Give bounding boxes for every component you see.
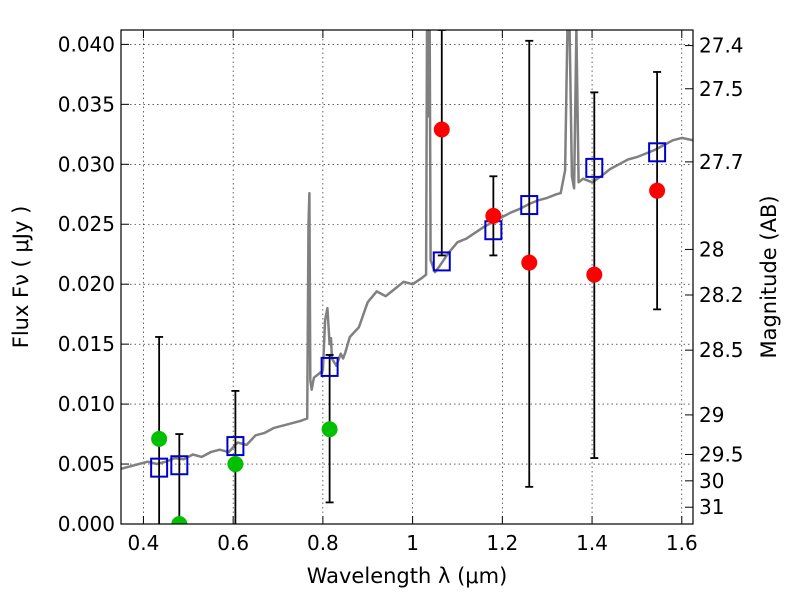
y-tick-label: 0.020 bbox=[58, 272, 115, 296]
square-marker bbox=[320, 356, 339, 377]
red-circle-marker bbox=[433, 121, 450, 138]
square-marker bbox=[170, 455, 189, 476]
green-circle-marker bbox=[151, 430, 168, 447]
x-tick-label: 1 bbox=[406, 531, 419, 555]
y-axis-label: Flux Fν ( μJy ) bbox=[9, 206, 33, 349]
x-axis-label: Wavelength λ (μm) bbox=[307, 564, 508, 588]
y-tick-label: 0.015 bbox=[58, 332, 115, 356]
right-y-tick-label: 27.4 bbox=[699, 34, 744, 58]
y-tick-label: 0.040 bbox=[58, 32, 115, 56]
y-tick-label: 0.025 bbox=[58, 212, 115, 236]
green-circle-marker bbox=[321, 421, 338, 438]
y-tick-label: 0.005 bbox=[58, 452, 115, 476]
right-y-axis-label: Magnitude (AB) bbox=[757, 195, 781, 358]
right-y-tick-label: 28.5 bbox=[699, 338, 744, 362]
x-tick-label: 1.6 bbox=[666, 531, 698, 555]
y-tick-label: 0.030 bbox=[58, 152, 115, 176]
y-tick-label: 0.010 bbox=[58, 392, 115, 416]
right-y-tick-label: 30 bbox=[699, 469, 724, 493]
spectrum-line bbox=[121, 30, 693, 471]
plot-frame bbox=[120, 29, 694, 525]
tick-labels: 0.4 0.6 0.8 1 1.2 1.4 1.6 0.000 0.005 0.010 0.015 0… bbox=[58, 32, 744, 555]
red-circle-marker bbox=[586, 266, 603, 283]
y-tick-label: 0.035 bbox=[58, 92, 115, 116]
right-y-tick-label: 29.5 bbox=[699, 442, 744, 466]
square-marker bbox=[520, 195, 539, 216]
square-marker bbox=[432, 251, 451, 272]
x-tick-label: 1.2 bbox=[486, 531, 518, 555]
right-y-tick-label: 28.2 bbox=[699, 283, 744, 307]
square-marker bbox=[648, 142, 667, 163]
square-marker bbox=[585, 157, 604, 178]
axis-ticks bbox=[121, 30, 693, 525]
red-circle-marker bbox=[521, 254, 538, 271]
right-y-tick-label: 27.5 bbox=[699, 77, 744, 101]
right-y-tick-label: 27.7 bbox=[699, 150, 744, 174]
x-tick-label: 0.8 bbox=[307, 531, 339, 555]
x-tick-label: 1.4 bbox=[576, 531, 608, 555]
x-tick-label: 0.4 bbox=[128, 531, 160, 555]
red-circle-marker bbox=[649, 182, 666, 199]
square-marker bbox=[226, 436, 245, 457]
model-spectrum bbox=[121, 30, 693, 471]
green-circle-marker bbox=[171, 516, 188, 524]
right-y-tick-label: 28 bbox=[699, 237, 724, 261]
y-tick-label: 0.000 bbox=[58, 512, 115, 536]
data-markers bbox=[150, 121, 667, 524]
green-circle-marker bbox=[227, 456, 244, 473]
red-circle-marker bbox=[485, 207, 502, 224]
right-y-tick-label: 31 bbox=[699, 495, 724, 519]
square-marker bbox=[150, 457, 169, 478]
x-tick-label: 0.6 bbox=[217, 531, 249, 555]
right-y-tick-label: 29 bbox=[699, 403, 724, 427]
